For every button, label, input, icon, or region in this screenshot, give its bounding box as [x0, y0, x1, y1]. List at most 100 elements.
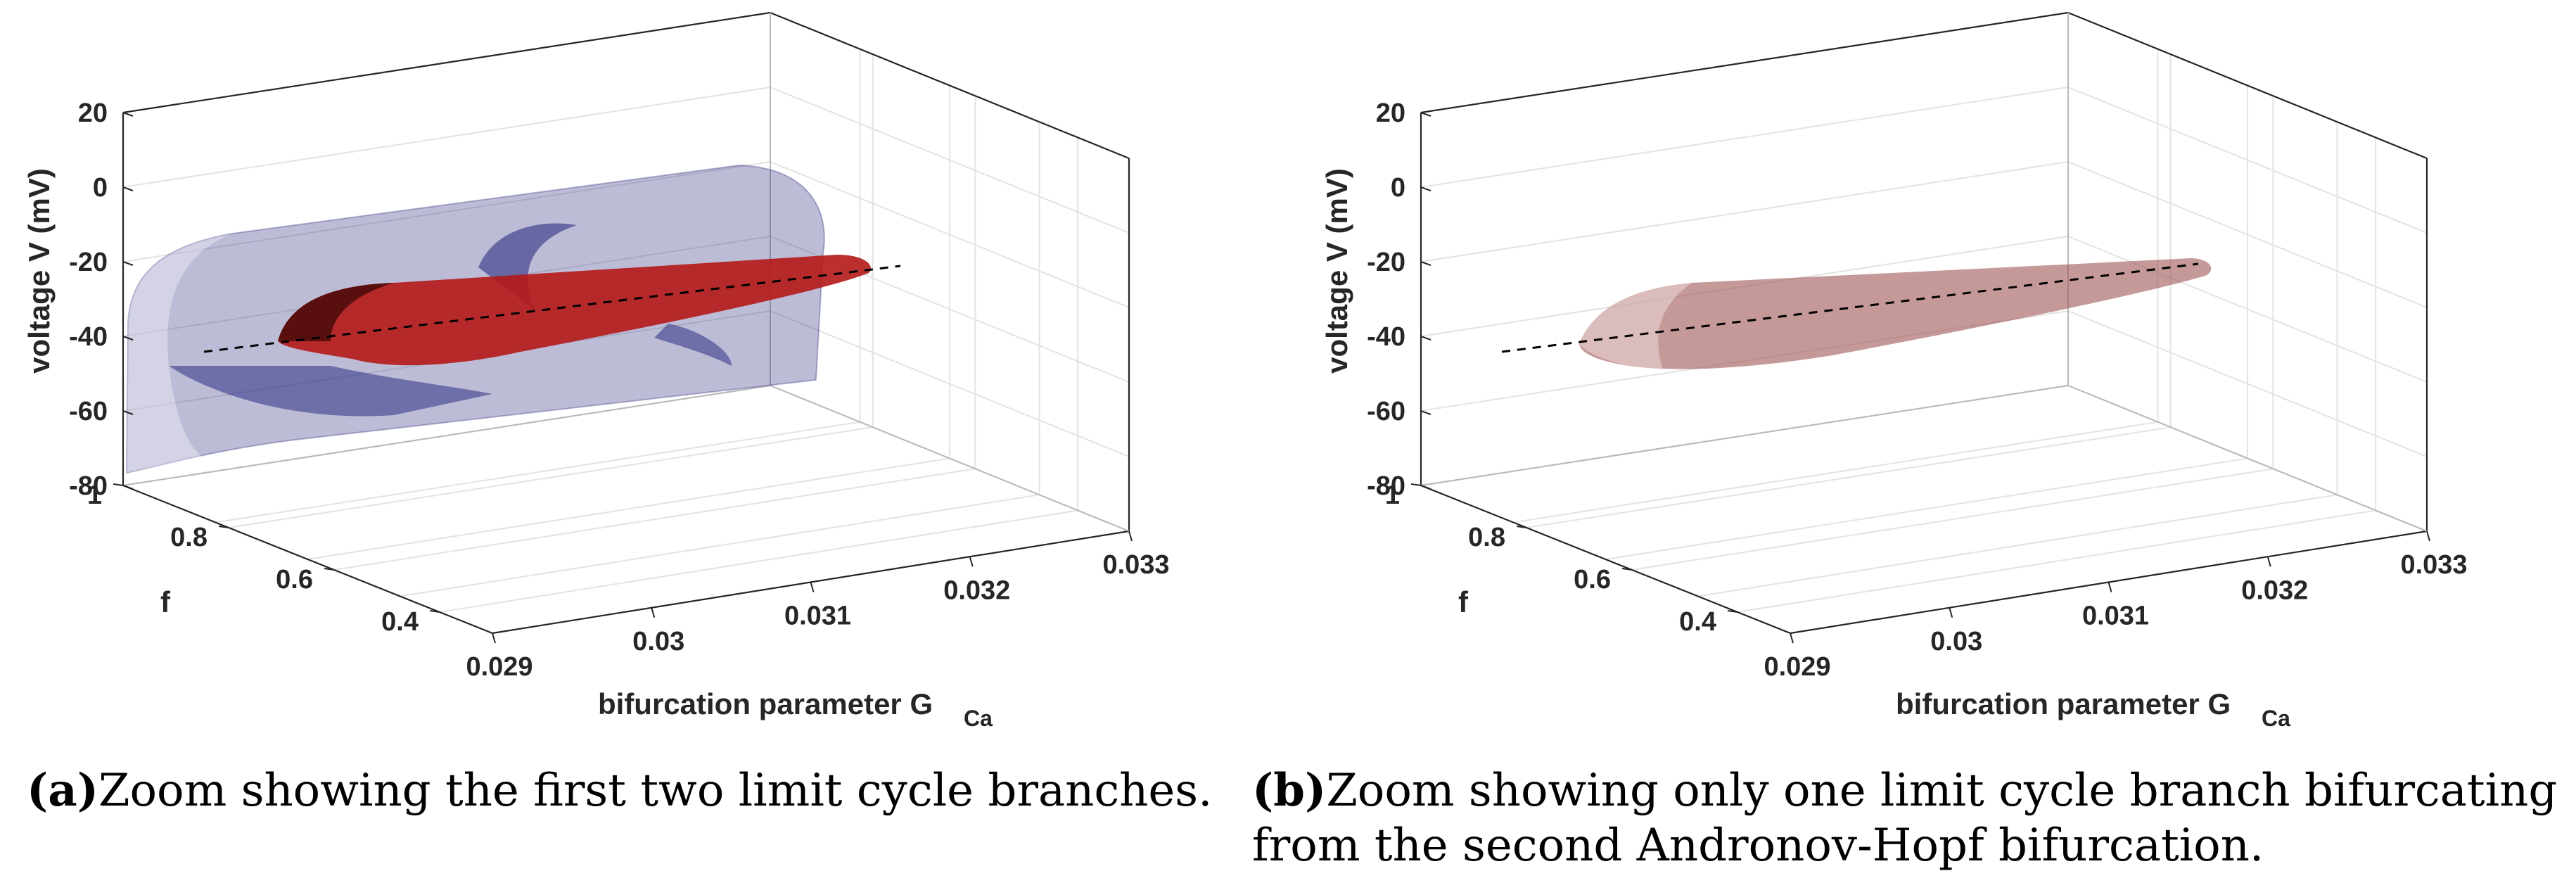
- z-tick-label: -60: [69, 397, 108, 426]
- z-gridline: [122, 161, 771, 262]
- f-tick-label: 1: [87, 481, 102, 510]
- surfaces: [125, 164, 901, 474]
- box-edge: [122, 11, 771, 114]
- limit-cycle-front-face: [1579, 283, 1692, 371]
- z-tick-mark: [122, 112, 134, 117]
- x-tick-label: 0.032: [2241, 576, 2308, 605]
- z-tick-mark: [122, 186, 134, 191]
- z-tick-mark: [1420, 485, 1432, 490]
- panel-a-chart: 20 0 -20 -40 -60 -801 0.8 0.6 0.4 0.029 0.03 0.031 0…: [23, 11, 1170, 731]
- z-tick-label: 20: [78, 98, 108, 128]
- z-tick-mark: [122, 485, 134, 490]
- z-tick-mark: [1420, 410, 1432, 415]
- z-axis-label: voltage V (mV): [23, 168, 56, 374]
- second-branch-surface: [278, 255, 871, 366]
- z-tick-label: -80: [69, 471, 108, 501]
- x-tick-mark: [651, 607, 656, 618]
- f-tick-label: 0.6: [1574, 565, 1611, 595]
- x-tick-mark: [1128, 530, 1133, 542]
- x-tick-mark: [2266, 556, 2271, 567]
- x-gridline: [215, 421, 860, 523]
- box-edge: [1420, 385, 2069, 486]
- box-edge: [770, 385, 1130, 532]
- z-tick-label: -20: [69, 248, 108, 277]
- x-tick-label: 0.029: [466, 652, 533, 682]
- x-axis-label-subscript: Ca: [964, 706, 993, 731]
- caption-a: (a)Zoom showing the first two limit cycl…: [27, 763, 1223, 818]
- f-tick-mark: [113, 483, 124, 486]
- box-edge: [122, 385, 771, 486]
- z-tick-mark: [1420, 186, 1432, 191]
- z-gridline: [1420, 161, 2069, 262]
- z-tick-label: -20: [1367, 248, 1405, 277]
- f-tick-mark: [1621, 568, 1633, 571]
- f-gridline: [1526, 426, 2171, 528]
- z-tick-mark: [1420, 112, 1432, 117]
- x-axis-label-subscript: Ca: [2262, 706, 2290, 731]
- x-tick-mark: [1790, 632, 1794, 644]
- caption-a-text: Zoom showing the first two limit cycle b…: [98, 765, 1213, 817]
- z-tick-mark: [122, 410, 134, 415]
- f-gridline: [1737, 509, 2376, 613]
- f-gridline: [439, 509, 1078, 613]
- first-branch-front-face: [127, 234, 232, 473]
- x-axis-label: bifurcation parameter G: [598, 687, 933, 720]
- f-gridline: [1631, 468, 2274, 571]
- f-tick-mark: [324, 568, 335, 571]
- z-tick-label: 0: [1391, 173, 1405, 203]
- x-tick-mark: [969, 556, 974, 567]
- x-gridline: [1605, 457, 2248, 560]
- f-tick-label: 0.6: [276, 565, 313, 595]
- x-tick-label: 0.03: [632, 627, 684, 656]
- caption-b-text: Zoom showing only one limit cycle branch…: [1252, 765, 2558, 872]
- x-tick-mark: [1949, 607, 1953, 618]
- z-axis-label: voltage V (mV): [1320, 168, 1353, 374]
- first-branch-fold: [654, 324, 732, 366]
- z-tick-mark: [122, 336, 134, 341]
- x-gridline: [1513, 421, 2158, 523]
- x-axis-label: bifurcation parameter G: [1896, 687, 2231, 720]
- f-tick-label: 0.8: [170, 523, 208, 552]
- caption-a-letter: (a): [27, 764, 99, 817]
- z-gridline: [1420, 87, 2069, 188]
- f-tick-label: 1: [1385, 481, 1400, 510]
- x-tick-label: 0.029: [1764, 652, 1830, 682]
- f-tick-mark: [429, 610, 440, 613]
- caption-b: (b)Zoom showing only one limit cycle bra…: [1252, 763, 2568, 873]
- z-tick-label: -40: [1367, 322, 1405, 352]
- f-tick-mark: [1727, 610, 1738, 613]
- z-tick-label: -80: [1367, 471, 1405, 501]
- f-tick-label: 0.4: [1679, 607, 1716, 637]
- x-axis-line: [1420, 484, 1791, 635]
- second-branch-front-face: [278, 283, 394, 341]
- x-axis-line: [122, 484, 493, 635]
- first-branch-fold: [169, 366, 492, 417]
- z-tick-mark: [1420, 336, 1432, 341]
- panel-b-chart: 20 0 -20 -40 -60 -801 0.8 0.6 0.4 0.029 0.03 0.031 0…: [1320, 11, 2468, 731]
- x-gridline: [400, 494, 1040, 597]
- z-tick-label: -40: [69, 322, 108, 352]
- ticks: 20 0 -20 -40 -60 -801 0.8 0.6 0.4 0.029 0.03 0.031 0…: [69, 98, 1169, 682]
- box-edge: [2067, 11, 2428, 160]
- first-branch-fold: [478, 223, 577, 310]
- x-tick-mark: [810, 582, 815, 592]
- box-edge: [770, 11, 1130, 160]
- f-gridline: [333, 468, 976, 571]
- x-tick-label: 0.03: [1930, 627, 1982, 656]
- x-tick-label: 0.033: [2400, 550, 2467, 580]
- z-gridline: [122, 87, 771, 188]
- x-tick-label: 0.031: [784, 602, 851, 631]
- f-tick-mark: [1410, 483, 1422, 486]
- x-gridline: [1697, 494, 2338, 597]
- ticks: 20 0 -20 -40 -60 -801 0.8 0.6 0.4 0.029 0.03 0.031 0…: [1367, 98, 2467, 682]
- x-tick-label: 0.033: [1102, 550, 1169, 580]
- x-tick-mark: [2108, 582, 2112, 592]
- caption-b-letter: (b): [1252, 764, 1327, 817]
- f-gridline: [228, 426, 873, 528]
- f-axis-label: f: [160, 585, 171, 618]
- z-tick-mark: [122, 261, 134, 266]
- surfaces: [1501, 258, 2212, 371]
- x-tick-mark: [492, 632, 496, 644]
- z-tick-mark: [1420, 261, 1432, 266]
